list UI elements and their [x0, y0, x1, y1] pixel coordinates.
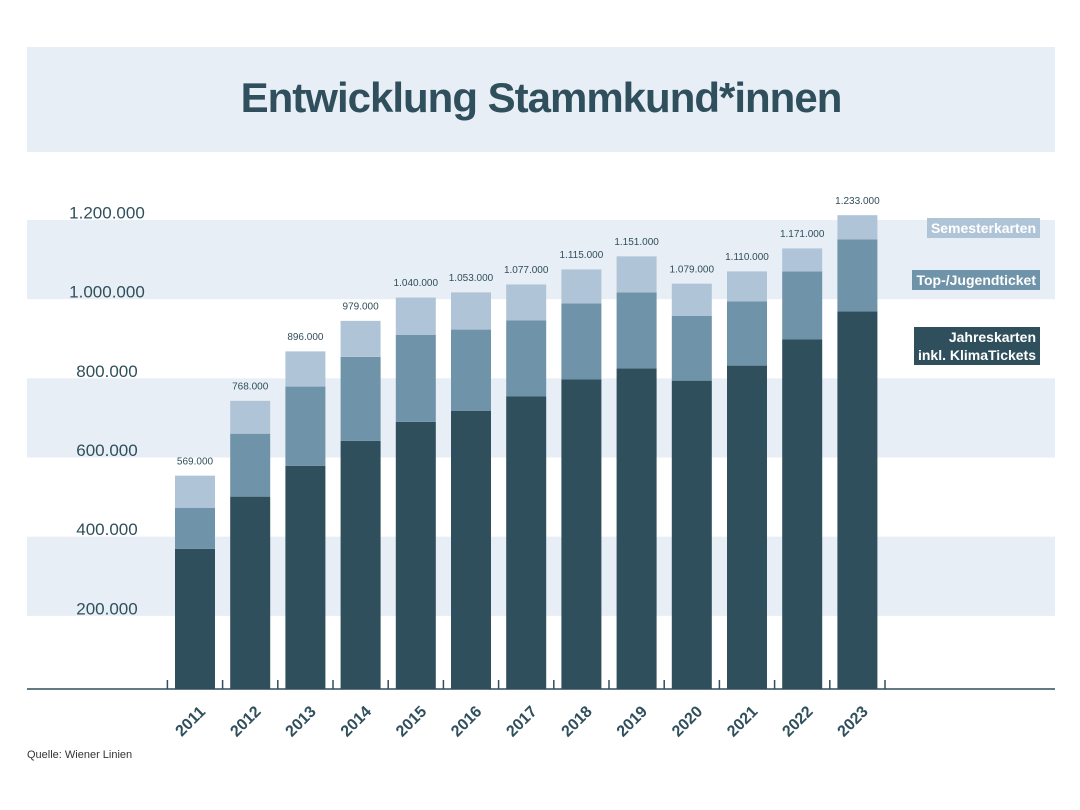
x-tick-label: 2014: [338, 703, 375, 740]
bar-segment: [782, 271, 823, 340]
bar-segment: [782, 248, 823, 272]
bar-segment: [561, 269, 602, 304]
total-label: 1.151.000: [614, 237, 659, 248]
bar-segment: [616, 368, 657, 689]
total-label: 1.040.000: [394, 278, 439, 289]
x-tick-label: 2017: [503, 703, 540, 740]
bar-segment: [671, 380, 712, 689]
bar-segment: [395, 334, 436, 422]
bar-segment: [837, 215, 878, 240]
x-tick-label: 2013: [283, 703, 320, 740]
bar-segment: [561, 379, 602, 689]
x-tick-label: 2023: [835, 703, 872, 740]
x-tick-label: 2022: [779, 703, 816, 740]
chart-title: Entwicklung Stammkund*innen: [241, 74, 842, 121]
bar-segment: [727, 365, 767, 689]
total-label: 1.233.000: [835, 196, 880, 207]
x-tick-label: 2012: [227, 703, 264, 740]
total-label: 1.115.000: [560, 250, 604, 261]
title-band: [27, 47, 1055, 152]
y-tick-label: 400.000: [76, 520, 137, 539]
total-label: 768.000: [232, 381, 269, 392]
total-label: 569.000: [177, 456, 214, 467]
total-label: 1.110.000: [725, 252, 769, 263]
bar-segment: [340, 356, 381, 441]
bar-segment: [451, 329, 491, 411]
bar-segment: [230, 400, 271, 434]
bar-segment: [285, 465, 326, 689]
total-label: 979.000: [343, 302, 380, 313]
x-tick-label: 2018: [559, 703, 596, 740]
x-tick-label: 2015: [393, 703, 430, 740]
y-tick-label: 800.000: [76, 362, 137, 381]
bar-segment: [451, 410, 491, 689]
y-tick-label: 1.200.000: [69, 203, 145, 222]
bar-segment: [175, 507, 215, 549]
bar-segment: [616, 256, 657, 293]
bar-segment: [340, 320, 381, 357]
bar-segment: [561, 303, 602, 380]
y-tick-label: 1.000.000: [69, 283, 145, 302]
bar-segment: [616, 292, 657, 369]
bar-segment: [671, 315, 712, 381]
bar-segment: [727, 271, 767, 302]
bar-segment: [671, 283, 712, 316]
x-tick-label: 2016: [448, 703, 485, 740]
y-tick-label: 200.000: [76, 599, 137, 618]
legend-entry: Jahreskarten inkl. KlimaTickets: [913, 327, 1040, 365]
legend-entry: Top-/Jugendticket: [912, 270, 1040, 290]
total-label: 1.079.000: [670, 264, 715, 275]
x-tick-label: 2011: [173, 703, 210, 740]
bar-segment: [285, 386, 326, 466]
bar-segment: [395, 297, 436, 335]
bar-segment: [175, 548, 215, 689]
total-label: 1.077.000: [504, 265, 549, 276]
bar-segment: [727, 301, 767, 366]
x-tick-label: 2021: [724, 703, 761, 740]
total-label: 896.000: [287, 332, 324, 343]
source: Quelle: Wiener Linien: [27, 749, 132, 761]
bar-segment: [395, 421, 436, 689]
bar-segment: [340, 440, 381, 689]
total-label: 1.171.000: [780, 229, 825, 240]
x-tick-label: 2020: [669, 703, 706, 740]
bar-segment: [506, 284, 547, 321]
bar-segment: [230, 433, 271, 497]
legend-entry: Semesterkarten: [926, 218, 1040, 238]
bar-segment: [782, 339, 823, 689]
bar-segment: [506, 396, 547, 689]
x-tick-label: 2019: [614, 703, 651, 740]
bar-segment: [230, 496, 271, 689]
bar-segment: [285, 351, 326, 387]
bar-segment: [451, 292, 491, 330]
bar-segment: [506, 320, 547, 397]
bar-segment: [837, 311, 878, 689]
bar-segment: [175, 475, 215, 508]
bar-segment: [837, 239, 878, 312]
y-tick-label: 600.000: [76, 441, 137, 460]
total-label: 1.053.000: [449, 273, 494, 284]
